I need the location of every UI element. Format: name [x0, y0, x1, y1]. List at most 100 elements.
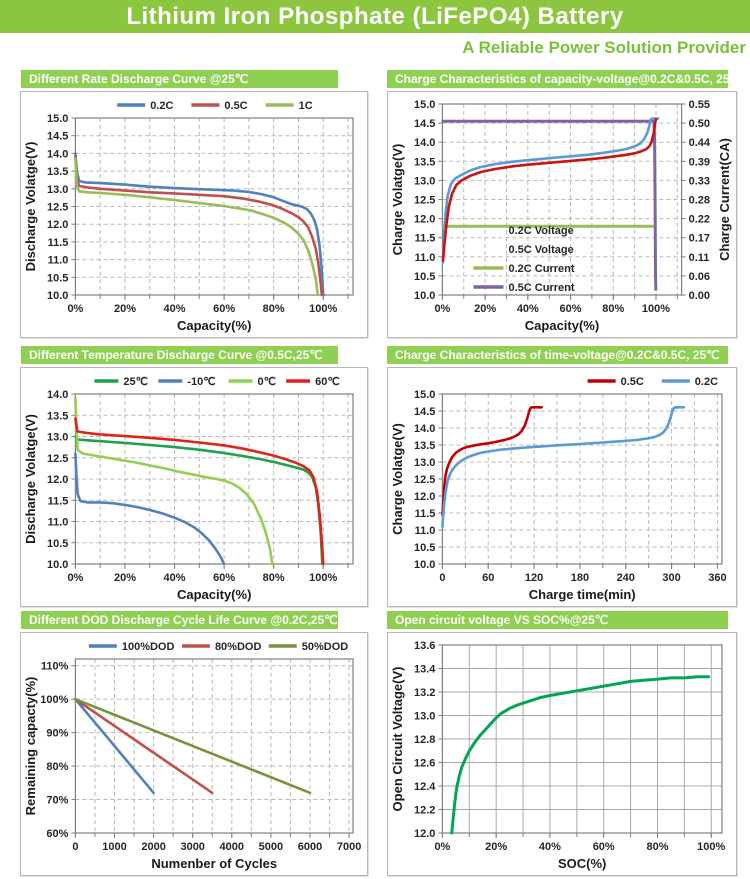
svg-text:10.5: 10.5	[47, 538, 68, 550]
svg-text:10.5: 10.5	[47, 272, 68, 284]
page-title: Lithium Iron Phosphate (LiFePO4) Battery	[126, 2, 624, 30]
svg-text:10.0: 10.0	[47, 290, 68, 302]
svg-text:12.6: 12.6	[414, 758, 435, 770]
svg-text:40%: 40%	[164, 572, 186, 584]
temperature-discharge-curve-chart: 10.0 10.5 11.0 11.5 12.0 12.5 13.0 13.5 14.0 0% 20…	[23, 376, 354, 602]
chart-title-charge-capacity-voltage: Charge Characteristics of capacity-volta…	[387, 70, 728, 88]
svg-text:Remaining capacty(%): Remaining capacty(%)	[23, 677, 38, 816]
svg-text:10.0: 10.0	[47, 559, 68, 571]
svg-text:10.0: 10.0	[414, 559, 435, 571]
svg-text:60%: 60%	[213, 572, 235, 584]
svg-text:-10℃: -10℃	[187, 376, 215, 388]
svg-text:15.0: 15.0	[414, 99, 435, 111]
svg-text:11.0: 11.0	[48, 517, 69, 529]
svg-text:10.5: 10.5	[414, 542, 435, 554]
svg-text:0.5C: 0.5C	[621, 376, 644, 388]
chart-panel-temperature-discharge: 10.0 10.5 11.0 11.5 12.0 12.5 13.0 13.5 14.0 0% 20…	[20, 367, 368, 607]
svg-text:60℃: 60℃	[315, 376, 340, 388]
chart-title-temperature-discharge: Different Temperature Discharge Curve @0…	[21, 346, 338, 364]
svg-text:11.5: 11.5	[415, 233, 436, 245]
svg-text:14.0: 14.0	[414, 423, 435, 435]
svg-text:Discharge Volatge(V): Discharge Volatge(V)	[23, 414, 38, 544]
chart-title-dod-cycle-life: Different DOD Discharge Cycle Life Curve…	[21, 611, 338, 629]
svg-text:13.2: 13.2	[414, 687, 435, 699]
svg-text:Capacity(%): Capacity(%)	[525, 318, 599, 333]
svg-text:0.17: 0.17	[689, 233, 710, 245]
svg-text:0%: 0%	[434, 303, 450, 315]
svg-text:0.5C Current: 0.5C Current	[508, 282, 574, 294]
svg-text:12.5: 12.5	[47, 202, 68, 214]
svg-text:11.5: 11.5	[48, 495, 69, 507]
svg-text:40%: 40%	[539, 841, 561, 853]
svg-text:100%: 100%	[309, 303, 337, 315]
svg-text:10.5: 10.5	[414, 271, 435, 283]
svg-text:0.28: 0.28	[689, 195, 710, 207]
dod-cycle-life-chart: 60% 70% 80% 90% 100% 110% 0 1000 2000 3000 4000 500…	[23, 641, 361, 871]
svg-text:13.5: 13.5	[47, 166, 68, 178]
svg-text:12.5: 12.5	[47, 453, 68, 465]
svg-text:SOC(%): SOC(%)	[558, 856, 606, 871]
svg-text:0.2C: 0.2C	[150, 100, 173, 112]
svg-text:300: 300	[662, 572, 680, 584]
svg-text:12.0: 12.0	[414, 828, 435, 840]
svg-text:20%: 20%	[114, 572, 136, 584]
svg-text:13.0: 13.0	[414, 711, 435, 723]
svg-text:10.0: 10.0	[414, 290, 435, 302]
svg-text:0.55: 0.55	[689, 99, 710, 111]
svg-text:13.4: 13.4	[414, 664, 436, 676]
svg-text:80%: 80%	[602, 303, 624, 315]
svg-text:20%: 20%	[485, 841, 507, 853]
svg-text:90%: 90%	[46, 728, 68, 740]
svg-text:40%: 40%	[164, 303, 186, 315]
svg-text:100%: 100%	[309, 572, 337, 584]
svg-text:12.8: 12.8	[414, 734, 435, 746]
svg-text:60%: 60%	[46, 828, 68, 840]
svg-text:70%: 70%	[46, 795, 68, 807]
svg-text:20%: 20%	[114, 303, 136, 315]
svg-text:12.4: 12.4	[414, 781, 436, 793]
open-circuit-voltage-soc-chart: 12.0 12.2 12.4 12.6 12.8 13.0 13.2 13.4 13.6 0% 20…	[390, 640, 726, 871]
svg-text:60%: 60%	[593, 841, 615, 853]
svg-text:80%DOD: 80%DOD	[215, 641, 262, 653]
svg-text:11.0: 11.0	[415, 252, 436, 264]
svg-text:12.0: 12.0	[414, 491, 435, 503]
svg-text:13.0: 13.0	[414, 457, 435, 469]
svg-text:180: 180	[571, 572, 589, 584]
svg-text:13.5: 13.5	[414, 440, 435, 452]
svg-text:Open Circuit Voltage(V): Open Circuit Voltage(V)	[390, 667, 405, 812]
svg-text:1000: 1000	[102, 841, 126, 853]
svg-text:0%: 0%	[67, 572, 83, 584]
svg-text:110%: 110%	[41, 661, 69, 673]
svg-text:Charge Current(CA): Charge Current(CA)	[717, 138, 732, 261]
svg-text:80%: 80%	[263, 303, 285, 315]
svg-text:12.5: 12.5	[414, 195, 435, 207]
svg-text:100%: 100%	[642, 303, 670, 315]
svg-text:12.2: 12.2	[414, 805, 435, 817]
svg-text:0.22: 0.22	[689, 214, 710, 226]
svg-text:Charge Volatge(V): Charge Volatge(V)	[390, 144, 405, 256]
svg-text:1C: 1C	[299, 100, 313, 112]
charge-time-voltage-chart: 10.0 10.5 11.0 11.5 12.0 12.5 13.0 13.5 14.0 14.5…	[390, 376, 727, 602]
rate-discharge-curve-chart: 10.0 10.5 11.0 11.5 12.0 12.5 13.0 13.5 14.0 14.5…	[23, 100, 354, 333]
svg-text:0.2C Voltage: 0.2C Voltage	[508, 225, 573, 237]
svg-text:100%: 100%	[40, 694, 68, 706]
svg-text:0.2C: 0.2C	[695, 376, 718, 388]
svg-text:60: 60	[482, 572, 494, 584]
svg-text:14.0: 14.0	[47, 389, 68, 401]
chart-title-ocv-soc: Open circuit voltage VS SOC%@25℃	[387, 611, 728, 629]
svg-text:40%: 40%	[517, 303, 539, 315]
svg-text:60%: 60%	[560, 303, 582, 315]
chart-panel-charge-capacity-voltage: 10.0 0.00 10.5 0.06 11.0 0.11 11.5 0.17 12.0 0.22…	[387, 91, 737, 338]
svg-text:240: 240	[617, 572, 635, 584]
svg-text:13.5: 13.5	[47, 410, 68, 422]
svg-text:11.5: 11.5	[415, 508, 436, 520]
svg-text:0: 0	[439, 572, 445, 584]
svg-text:Capacity(%): Capacity(%)	[177, 318, 251, 333]
svg-text:120: 120	[525, 572, 543, 584]
svg-text:Charge time(min): Charge time(min)	[529, 587, 636, 602]
svg-text:80%: 80%	[46, 761, 68, 773]
svg-text:80%: 80%	[263, 572, 285, 584]
svg-text:14.0: 14.0	[47, 148, 68, 160]
svg-text:0.44: 0.44	[689, 137, 711, 149]
